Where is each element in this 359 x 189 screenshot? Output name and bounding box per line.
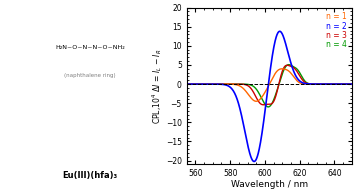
Line: n = 2: n = 2 <box>187 31 355 161</box>
n = 4 <box>287 64 291 66</box>
n = 1 <box>280 68 284 70</box>
n = 3 <box>287 65 292 67</box>
Legend: n = 1, n = 2, n = 3, n = 4: n = 1, n = 2, n = 3, n = 4 <box>326 11 348 50</box>
n = 1 <box>330 83 335 85</box>
Line: n = 3: n = 3 <box>187 65 355 105</box>
n = 2 <box>185 83 189 85</box>
n = 1 <box>254 100 258 102</box>
n = 4 <box>330 83 335 85</box>
n = 1 <box>353 83 358 85</box>
n = 2 <box>278 30 282 33</box>
n = 1 <box>313 83 317 85</box>
n = 1 <box>195 83 199 85</box>
n = 3 <box>195 83 199 85</box>
n = 3 <box>313 83 317 85</box>
n = 3 <box>283 65 287 67</box>
n = 4 <box>292 66 297 68</box>
n = 3 <box>292 67 297 70</box>
n = 2 <box>353 83 358 85</box>
n = 4 <box>283 67 287 69</box>
n = 4 <box>195 83 199 85</box>
Text: (naphthalene ring): (naphthalene ring) <box>64 73 116 78</box>
n = 1 <box>185 83 189 85</box>
Line: n = 4: n = 4 <box>187 65 355 107</box>
n = 3 <box>185 83 189 85</box>
n = 1 <box>287 70 292 73</box>
n = 3 <box>330 83 335 85</box>
Y-axis label: CPL,$10^4$ $\Delta$$I$ = $I_L$ $-$ $I_R$: CPL,$10^4$ $\Delta$$I$ = $I_L$ $-$ $I_R$ <box>150 48 164 124</box>
Line: n = 1: n = 1 <box>187 69 355 101</box>
n = 4 <box>185 83 189 85</box>
n = 2 <box>292 72 297 74</box>
n = 1 <box>283 68 287 70</box>
n = 3 <box>261 104 265 106</box>
n = 2 <box>313 83 317 85</box>
n = 3 <box>285 64 289 66</box>
n = 1 <box>292 77 297 79</box>
n = 2 <box>252 160 256 163</box>
X-axis label: Wavelength / nm: Wavelength / nm <box>231 180 308 189</box>
Text: H₂N~O~N~N~O~NH₂: H₂N~O~N~N~O~NH₂ <box>55 45 125 50</box>
n = 4 <box>313 83 317 85</box>
n = 4 <box>353 83 358 85</box>
n = 3 <box>353 83 358 85</box>
n = 4 <box>266 106 270 108</box>
n = 2 <box>283 40 287 43</box>
n = 2 <box>330 83 335 85</box>
Text: Eu(III)(hfa)₃: Eu(III)(hfa)₃ <box>62 170 117 180</box>
n = 2 <box>287 57 292 59</box>
n = 2 <box>195 83 199 85</box>
n = 4 <box>287 64 292 66</box>
